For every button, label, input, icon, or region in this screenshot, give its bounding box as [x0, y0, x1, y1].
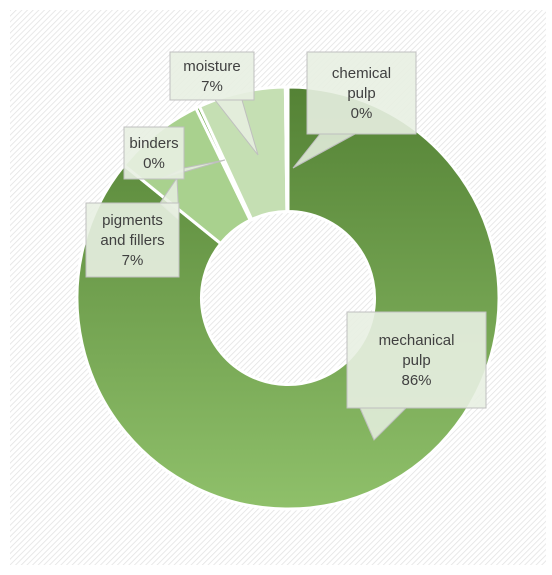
callout-box	[123, 126, 185, 180]
data-label-percent: 86%	[401, 372, 431, 389]
chart-area: mechanical pulp 86% pigments and fillers 7% bi…	[10, 10, 546, 565]
data-label-category: chemical	[332, 65, 391, 82]
data-label-category: moisture	[183, 58, 241, 75]
data-label-percent: 0%	[143, 155, 165, 172]
callout-moisture: moisture 7%	[169, 51, 259, 156]
data-label-percent: 7%	[122, 252, 144, 269]
data-label-category: pulp	[347, 85, 375, 102]
callout-box	[346, 311, 487, 409]
data-label-category: binders	[129, 135, 178, 152]
data-label-category: and fillers	[100, 232, 164, 249]
data-label-category: pulp	[402, 352, 430, 369]
data-label-category: pigments	[102, 212, 163, 229]
callout-pigments-and-fillers: pigments and fillers 7%	[85, 176, 180, 278]
callout-box	[85, 202, 180, 278]
callouts-group: mechanical pulp 86% pigments and fillers 7% bi…	[85, 51, 487, 441]
callout-mechanical-pulp: mechanical pulp 86%	[346, 311, 487, 441]
slice-chemical-pulp	[283, 85, 290, 214]
callout-box	[306, 51, 417, 135]
callout-binders: binders 0%	[123, 126, 226, 180]
callout-chemical-pulp: chemical pulp 0%	[292, 51, 417, 169]
data-label-percent: 7%	[201, 78, 223, 95]
data-label-percent: 0%	[351, 105, 373, 122]
data-label-category: mechanical	[379, 332, 455, 349]
callout-box	[169, 51, 255, 101]
donut-chart: mechanical pulp 86% pigments and fillers 7% bi…	[10, 10, 546, 565]
